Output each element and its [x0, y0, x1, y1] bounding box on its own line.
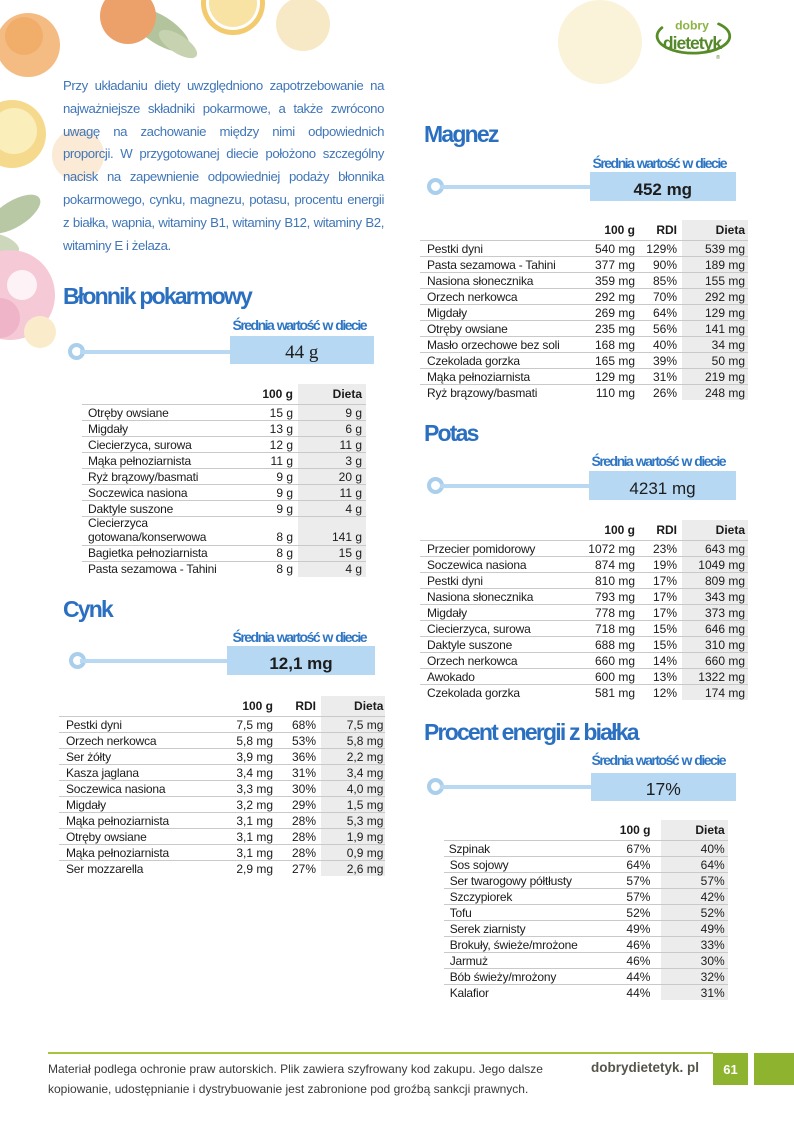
svg-text:dietetyk: dietetyk [663, 33, 722, 53]
svg-text:®: ® [716, 54, 720, 61]
svg-text:dobry: dobry [675, 18, 709, 32]
